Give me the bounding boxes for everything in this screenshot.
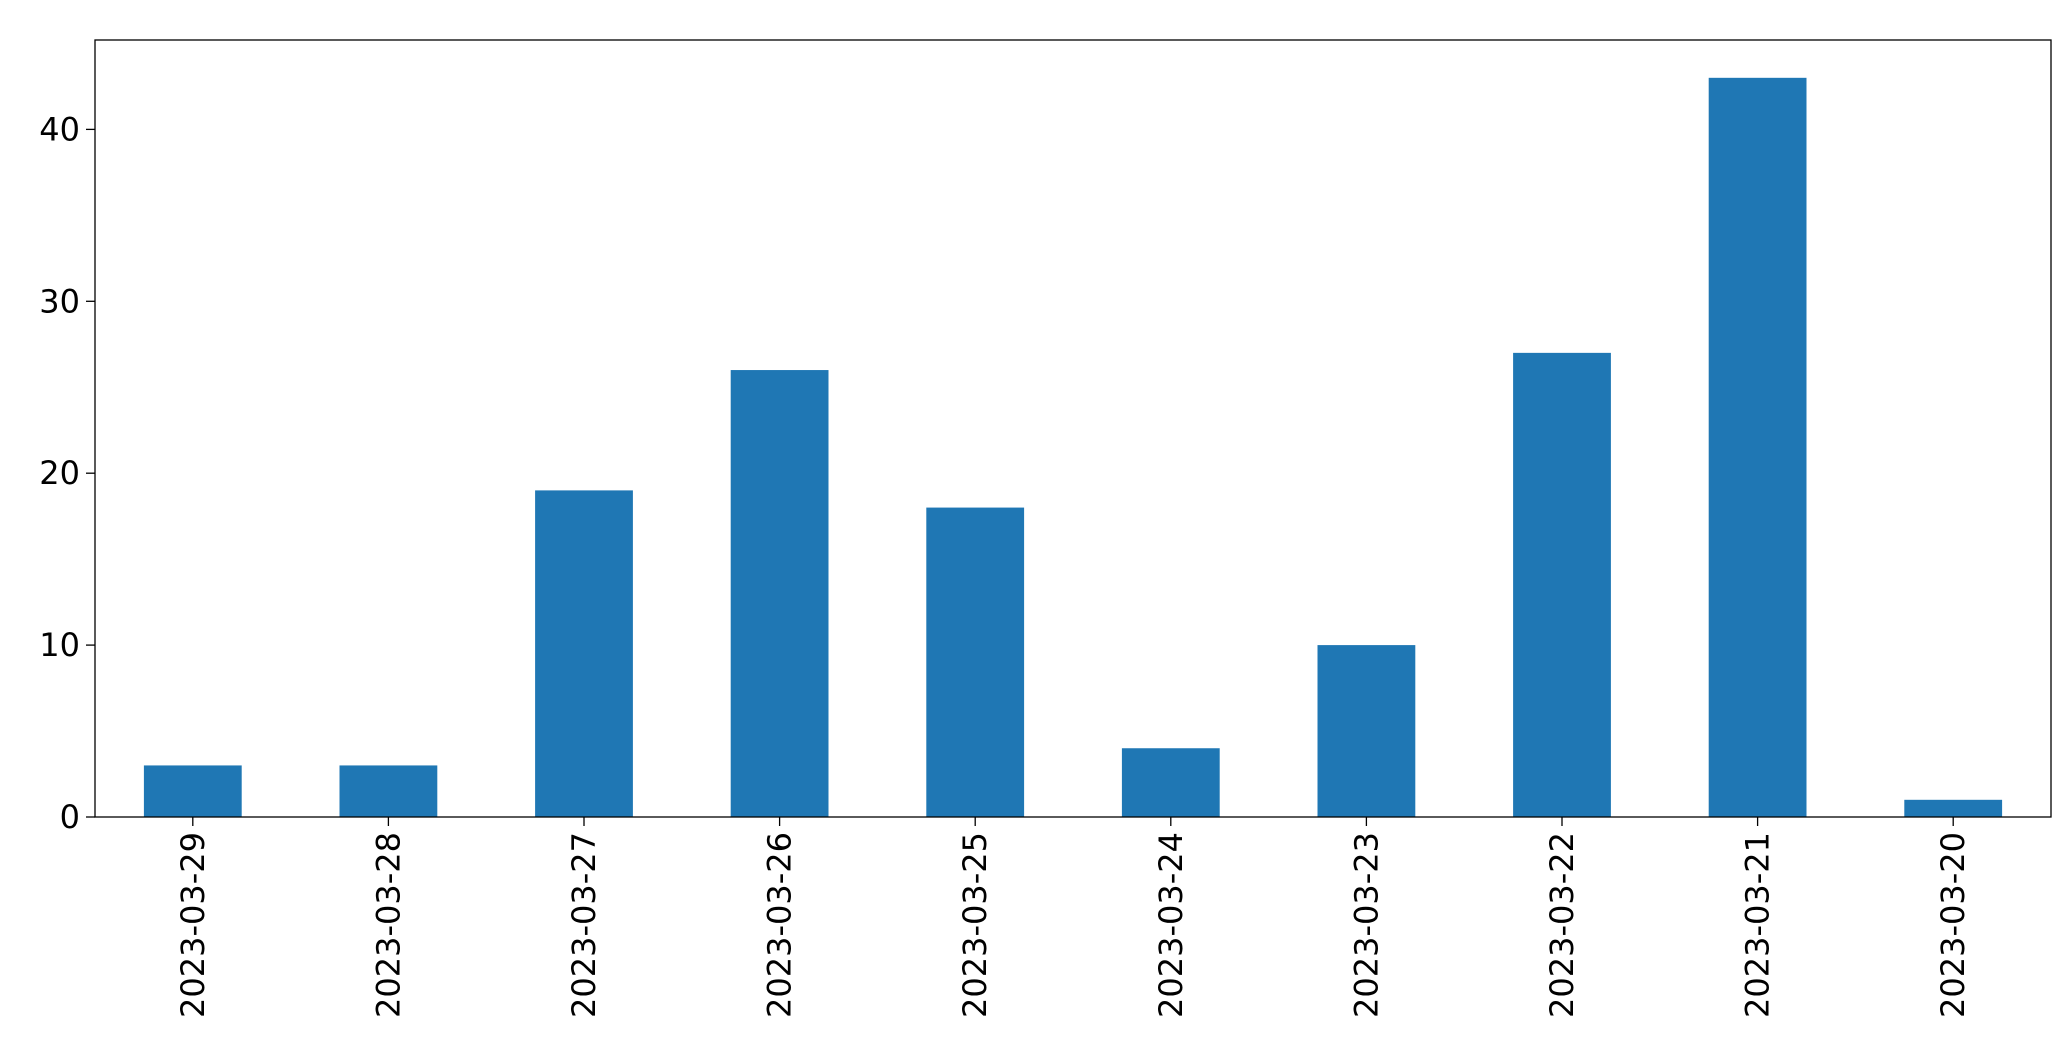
bar <box>1121 748 1220 817</box>
bar <box>1317 645 1416 817</box>
y-tick-label: 30 <box>39 282 80 320</box>
y-tick-label: 10 <box>39 626 80 664</box>
x-tick-label: 2023-03-29 <box>174 832 212 1018</box>
x-tick-label: 2023-03-25 <box>956 832 994 1018</box>
x-tick-label: 2023-03-26 <box>761 832 799 1018</box>
bar <box>1708 77 1807 817</box>
x-tick-label: 2023-03-23 <box>1347 832 1385 1018</box>
y-tick-label: 40 <box>39 110 80 148</box>
bar <box>143 765 242 817</box>
x-tick-label: 2023-03-22 <box>1543 832 1581 1018</box>
bar <box>1513 352 1611 817</box>
bar <box>926 507 1025 817</box>
y-tick-label: 20 <box>39 454 80 492</box>
x-tick-label: 2023-03-24 <box>1152 832 1190 1018</box>
y-tick-label: 0 <box>60 798 80 836</box>
x-tick-label: 2023-03-28 <box>369 832 407 1018</box>
x-tick-label: 2023-03-20 <box>1934 832 1972 1018</box>
bar <box>730 370 829 817</box>
bar <box>339 765 438 817</box>
bar <box>1904 799 2003 817</box>
plot-frame <box>94 39 2052 818</box>
x-tick-label: 2023-03-21 <box>1739 832 1777 1018</box>
bar <box>535 490 633 817</box>
x-tick-label: 2023-03-27 <box>565 832 603 1018</box>
